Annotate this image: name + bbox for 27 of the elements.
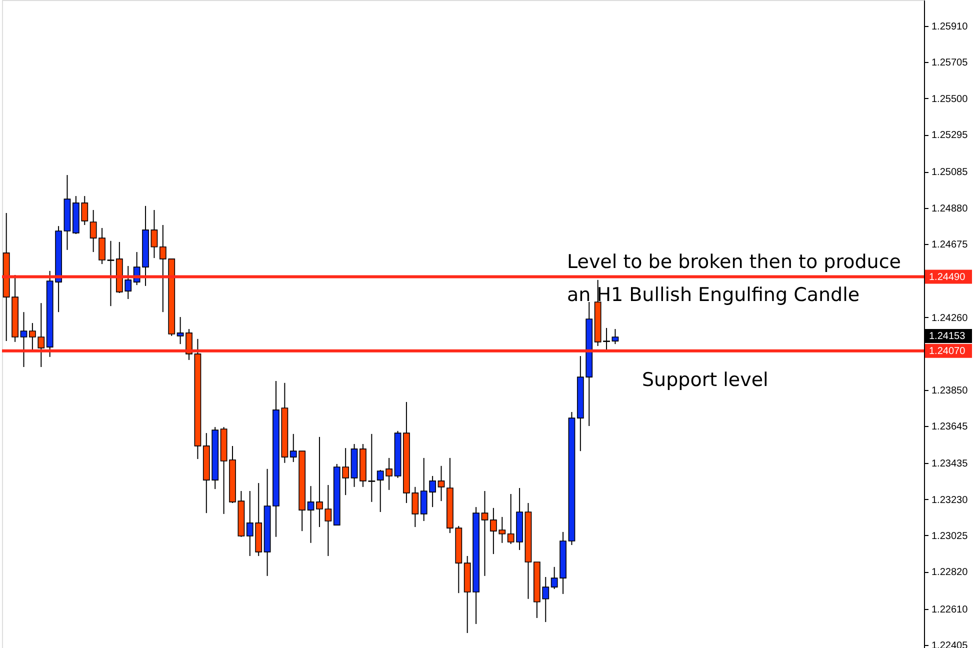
y-tick-label: 1.23850 [932,385,968,396]
text: 1.24153 [929,331,966,342]
y-tick-label: 1.25085 [932,167,968,178]
y-tick-label: 1.23645 [932,421,968,432]
candlestick [150,209,158,259]
ref-line-label: 1.24490 [929,272,966,283]
y-tick-label: 1.25705 [932,58,968,69]
y-tick-label: 1.25500 [932,94,968,105]
y-tick-label: 1.22610 [932,604,968,616]
y-tick-label: 1.24880 [932,203,968,214]
candlestick [107,240,114,307]
annotation: Level to be broken then to produce an H1 Bullish Engulfing Candle [567,251,901,306]
y-tick-label: 1.23435 [932,458,968,470]
y-tick-label: 1.25910 [932,21,968,32]
y-tick-label: 1.23230 [932,494,968,506]
candlestick [481,490,488,576]
y-tick-label: 1.25295 [932,130,968,142]
candlestick [438,465,445,502]
y-tick-label: 1.24260 [932,312,968,324]
candlestick [307,486,314,544]
candlestick [20,312,28,368]
candlestick [612,328,619,345]
y-tick-label: 1.24675 [932,240,968,251]
annotation: Support level [642,369,768,391]
y-tick-label: 1.22820 [932,567,968,578]
y-tick-label: 1.23025 [932,530,968,542]
ref-line-label: 1.24070 [929,346,966,357]
